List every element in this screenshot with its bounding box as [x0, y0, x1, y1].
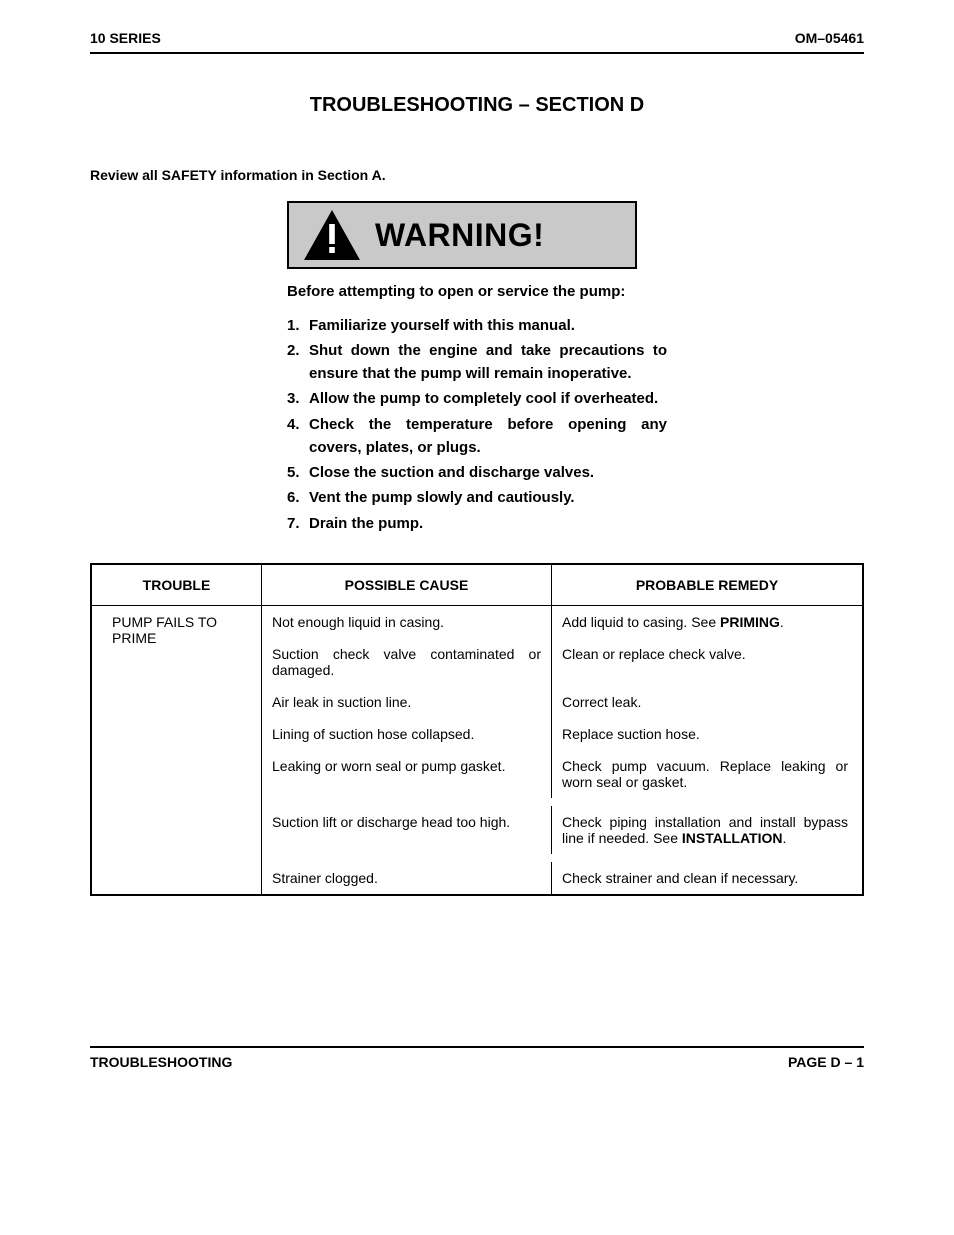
header-remedy: PROBABLE REMEDY [552, 565, 862, 605]
remedy-cell: Check piping installation and install by… [552, 806, 862, 854]
warning-item-text: Vent the pump slowly and cautiously. [309, 486, 667, 509]
remedy-text: Clean or replace check valve. [562, 646, 746, 662]
table-body: PUMP FAILS TO PRIME Not enough liquid in… [92, 606, 862, 894]
remedy-text: Replace suction hose. [562, 726, 700, 742]
cause-cell: Lining of suction hose collapsed. [262, 718, 552, 750]
section-title: TROUBLESHOOTING – SECTION D [90, 94, 864, 117]
footer-left: TROUBLESHOOTING [90, 1054, 232, 1070]
warning-item: Check the temperature before opening any… [287, 413, 667, 460]
header-trouble: TROUBLE [92, 565, 262, 605]
table-header-row: TROUBLE POSSIBLE CAUSE PROBABLE REMEDY [92, 565, 862, 606]
troubleshooting-table: TROUBLE POSSIBLE CAUSE PROBABLE REMEDY P… [90, 563, 864, 896]
cause-cell: Air leak in suction line. [262, 686, 552, 718]
remedy-cell: Check pump vacuum. Replace leaking or wo… [552, 750, 862, 798]
remedy-bold: INSTALLATION [682, 830, 783, 846]
warning-badge: WARNING! [287, 201, 637, 269]
table-row: Lining of suction hose collapsed. Replac… [262, 718, 862, 750]
remedy-cell: Check strainer and clean if necessary. [552, 862, 862, 894]
remedy-text: Check pump vacuum. Replace leaking or wo… [562, 758, 848, 790]
remedy-post: . [780, 614, 784, 630]
warning-intro: Before attempting to open or service the… [287, 281, 667, 304]
safety-review-line: Review all SAFETY information in Section… [90, 167, 864, 183]
table-row: Suction lift or discharge head too high.… [262, 806, 862, 854]
table-row: Not enough liquid in casing. Add liquid … [262, 606, 862, 638]
remedy-text: Add liquid to casing. See [562, 614, 720, 630]
cause-cell: Suction check valve contaminated or dama… [262, 638, 552, 686]
cause-cell: Not enough liquid in casing. [262, 606, 552, 638]
remedy-cell: Correct leak. [552, 686, 862, 718]
trouble-label-cell: PUMP FAILS TO PRIME [92, 606, 262, 894]
warning-item-text: Allow the pump to completely cool if ove… [309, 387, 667, 410]
remedy-cell: Clean or replace check valve. [552, 638, 862, 686]
cause-cell: Suction lift or discharge head too high. [262, 806, 552, 854]
table-rows: Not enough liquid in casing. Add liquid … [262, 606, 862, 894]
table-row: Strainer clogged. Check strainer and cle… [262, 862, 862, 894]
warning-item: Vent the pump slowly and cautiously. [287, 486, 667, 509]
warning-item: Allow the pump to completely cool if ove… [287, 387, 667, 410]
warning-item: Shut down the engine and take precaution… [287, 339, 667, 386]
header-left: 10 SERIES [90, 30, 161, 46]
warning-item-text: Drain the pump. [309, 512, 667, 535]
warning-item: Drain the pump. [287, 512, 667, 535]
remedy-text: Check strainer and clean if necessary. [562, 870, 798, 886]
table-row: Air leak in suction line. Correct leak. [262, 686, 862, 718]
table-row: Leaking or worn seal or pump gasket. Che… [262, 750, 862, 798]
header-right: OM–05461 [795, 30, 864, 46]
warning-list: Familiarize yourself with this manual. S… [287, 314, 667, 535]
warning-item-text: Familiarize yourself with this manual. [309, 314, 667, 337]
page-header: 10 SERIES OM–05461 [90, 30, 864, 54]
warning-item: Close the suction and discharge valves. [287, 461, 667, 484]
warning-block: WARNING! Before attempting to open or se… [287, 201, 667, 535]
page-footer: TROUBLESHOOTING PAGE D – 1 [90, 1046, 864, 1070]
cause-cell: Strainer clogged. [262, 862, 552, 894]
warning-item-text: Check the temperature before opening any… [309, 413, 667, 460]
cause-cell: Leaking or worn seal or pump gasket. [262, 750, 552, 798]
warning-badge-text: WARNING! [375, 217, 544, 254]
remedy-bold: PRIMING [720, 614, 780, 630]
warning-item: Familiarize yourself with this manual. [287, 314, 667, 337]
header-cause: POSSIBLE CAUSE [262, 565, 552, 605]
remedy-cell: Replace suction hose. [552, 718, 862, 750]
remedy-post: . [782, 830, 786, 846]
warning-item-text: Shut down the engine and take precaution… [309, 339, 667, 386]
remedy-cell: Add liquid to casing. See PRIMING. [552, 606, 862, 638]
table-row: Suction check valve contaminated or dama… [262, 638, 862, 686]
footer-right: PAGE D – 1 [788, 1054, 864, 1070]
remedy-text: Correct leak. [562, 694, 641, 710]
warning-item-text: Close the suction and discharge valves. [309, 461, 667, 484]
warning-triangle-icon [303, 209, 361, 261]
